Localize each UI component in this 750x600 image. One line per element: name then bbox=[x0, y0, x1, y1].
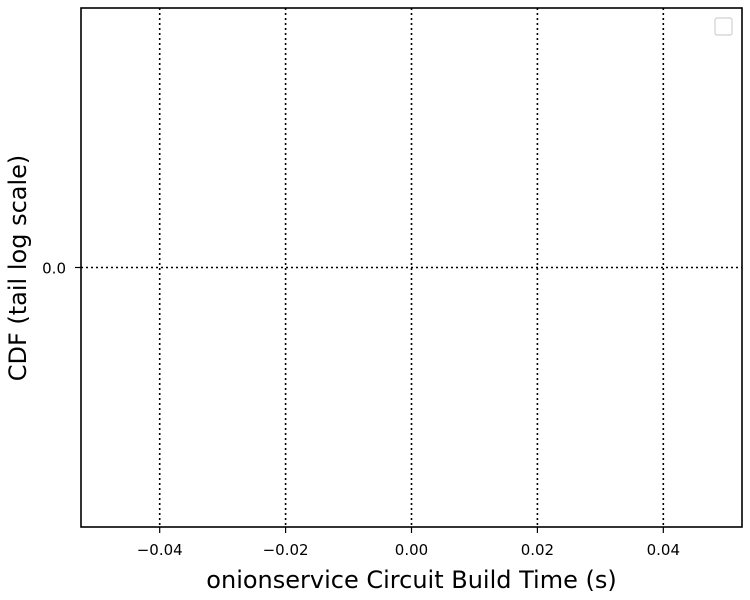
legend-box bbox=[714, 17, 733, 36]
x-axis-title: onionservice Circuit Build Time (s) bbox=[206, 566, 616, 594]
x-tick-label: −0.02 bbox=[263, 541, 309, 559]
grid-layer bbox=[81, 8, 742, 527]
x-tick-label: 0.00 bbox=[395, 541, 428, 559]
plot-frame bbox=[80, 7, 743, 528]
x-tick-label: 0.02 bbox=[521, 541, 554, 559]
x-tick-label: 0.04 bbox=[647, 541, 680, 559]
tick-layer: −0.04 −0.02 0.00 0.02 0.04 0.0 bbox=[42, 260, 680, 560]
y-tick-label: 0.0 bbox=[42, 260, 66, 278]
y-axis-title: CDF (tail log scale) bbox=[4, 155, 32, 382]
x-tick-label: −0.04 bbox=[137, 541, 183, 559]
